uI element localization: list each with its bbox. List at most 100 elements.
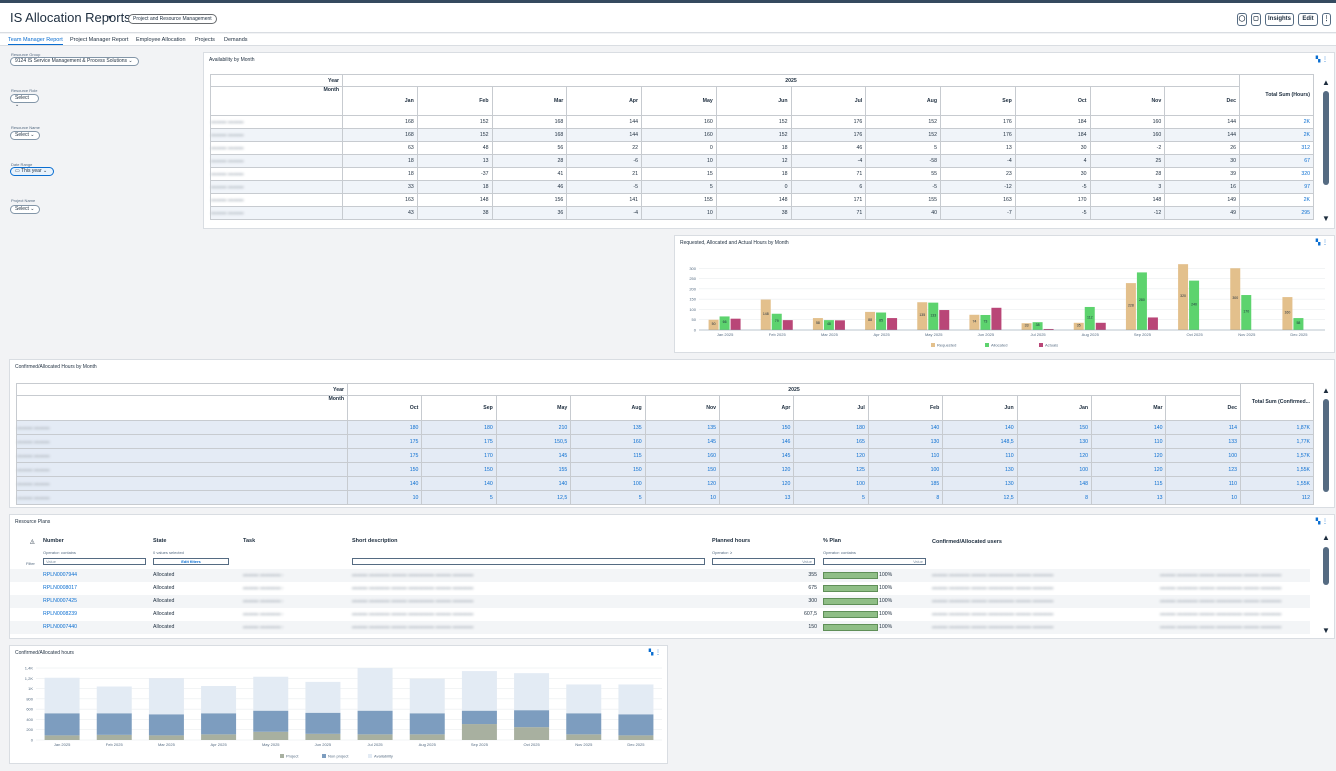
value-cell[interactable]: 110: [867, 448, 944, 463]
bar-allocated[interactable]: [1241, 295, 1252, 330]
value-cell[interactable]: 144: [1164, 128, 1240, 142]
value-cell[interactable]: 160: [641, 128, 717, 142]
bar-actuals[interactable]: [991, 307, 1002, 330]
value-cell[interactable]: 115: [570, 448, 646, 463]
page-title[interactable]: IS Allocation Reports: [10, 10, 131, 25]
bar-requested[interactable]: [865, 311, 876, 330]
value-cell[interactable]: 13: [416, 154, 493, 168]
tab-employee-allocation[interactable]: Employee Allocation: [136, 37, 186, 43]
bar-non-project[interactable]: [253, 710, 289, 732]
plan-number-link[interactable]: RPLN0007944: [43, 572, 78, 578]
value-cell[interactable]: 120: [719, 476, 795, 491]
month-header[interactable]: Nov: [1089, 86, 1166, 116]
bar-requested[interactable]: [708, 319, 719, 330]
value-cell[interactable]: 16: [1164, 180, 1240, 194]
plan-number-link[interactable]: RPLN0007425: [43, 598, 78, 604]
value-cell[interactable]: 130: [1016, 434, 1093, 449]
month-header[interactable]: Sep: [421, 395, 497, 421]
value-cell[interactable]: 155: [641, 193, 717, 207]
col-state[interactable]: State: [153, 538, 167, 544]
scroll-thumb[interactable]: [1323, 547, 1329, 585]
value-cell[interactable]: -2: [1089, 141, 1166, 155]
value-cell[interactable]: 148: [1016, 476, 1093, 491]
value-cell[interactable]: 13: [719, 490, 795, 505]
bar-allocated[interactable]: [771, 313, 782, 330]
edit-button[interactable]: Edit: [1298, 13, 1318, 26]
value-cell[interactable]: 46: [790, 141, 867, 155]
list-item[interactable]: RPLN0007944 Allocated ▬▬▬ ▬▬▬▬ ▬▬▬ ▬▬▬▬ ▬ ▬…: [10, 569, 1310, 582]
scrollbar[interactable]: ▲ ▼: [1322, 78, 1330, 223]
value-cell[interactable]: 155: [495, 462, 572, 477]
total-cell[interactable]: 1,55K: [1240, 462, 1314, 477]
value-cell[interactable]: 148,5: [942, 434, 1018, 449]
bar-non-project[interactable]: [305, 712, 341, 734]
month-header[interactable]: Jul: [793, 395, 869, 421]
bar-project[interactable]: [566, 734, 602, 740]
value-cell[interactable]: 100: [570, 476, 646, 491]
tab-projects[interactable]: Projects: [195, 37, 215, 43]
bar-allocated[interactable]: [1032, 322, 1043, 330]
bar-requested[interactable]: [760, 299, 771, 330]
value-cell[interactable]: 148: [416, 193, 493, 207]
value-cell[interactable]: -5: [865, 180, 941, 194]
total-cell[interactable]: 320: [1239, 167, 1314, 181]
bar-requested[interactable]: [1125, 283, 1136, 330]
bar-allocated[interactable]: [823, 320, 834, 330]
value-cell[interactable]: 141: [566, 193, 642, 207]
value-cell[interactable]: 18: [342, 154, 418, 168]
planned-filter-input[interactable]: Value: [712, 558, 815, 565]
bar-non-project[interactable]: [357, 710, 393, 735]
bar-allocated[interactable]: [1293, 318, 1304, 330]
bar-project[interactable]: [618, 735, 654, 740]
bar-allocated[interactable]: [1084, 306, 1095, 330]
value-cell[interactable]: 120: [1091, 448, 1167, 463]
total-cell[interactable]: 2K: [1239, 115, 1314, 129]
value-cell[interactable]: 21: [566, 167, 642, 181]
value-cell[interactable]: 38: [715, 206, 792, 220]
month-header[interactable]: Apr: [566, 86, 642, 116]
month-header[interactable]: Dec: [1164, 86, 1240, 116]
month-header[interactable]: Apr: [719, 395, 795, 421]
value-cell[interactable]: 120: [1016, 448, 1093, 463]
value-cell[interactable]: 130: [867, 434, 944, 449]
scrollbar[interactable]: ▲ ▼: [1322, 533, 1330, 635]
table-row[interactable]: ▬▬▬ ▬▬▬ 180 180 210 135 135 150 180 140 140 150 140…: [16, 420, 1314, 435]
value-cell[interactable]: 5: [421, 490, 497, 505]
table-row[interactable]: ▬▬▬ ▬▬▬ 140 140 140 100 120 120 100 185 130 148 115…: [16, 476, 1314, 491]
value-cell[interactable]: 18: [342, 167, 418, 181]
bar-project[interactable]: [96, 734, 132, 740]
value-cell[interactable]: 150: [421, 462, 497, 477]
share-icon[interactable]: ◯: [1237, 13, 1247, 26]
month-header[interactable]: Oct: [346, 395, 423, 421]
bar-project[interactable]: [514, 727, 550, 740]
value-cell[interactable]: 140: [421, 476, 497, 491]
bar-project[interactable]: [44, 735, 80, 740]
value-cell[interactable]: 140: [495, 476, 572, 491]
bar-requested[interactable]: [1230, 268, 1241, 330]
value-cell[interactable]: 12,5: [942, 490, 1018, 505]
value-cell[interactable]: 22: [566, 141, 642, 155]
filter-icon[interactable]: ▢: [1251, 13, 1261, 26]
table-row[interactable]: ▬▬▬ ▬▬▬ 163 148 156 141 155 148 171 155 163 170 148…: [210, 193, 1314, 207]
value-cell[interactable]: 5: [570, 490, 646, 505]
bar-allocated[interactable]: [980, 314, 991, 330]
total-cell[interactable]: 295: [1239, 206, 1314, 220]
total-cell[interactable]: 2K: [1239, 128, 1314, 142]
value-cell[interactable]: 180: [421, 420, 497, 435]
value-cell[interactable]: 100: [867, 462, 944, 477]
bar-allocated[interactable]: [876, 312, 887, 330]
total-cell[interactable]: 1,55K: [1240, 476, 1314, 491]
scroll-down-icon[interactable]: ▼: [1322, 214, 1330, 223]
total-cell[interactable]: 1,87K: [1240, 420, 1314, 435]
value-cell[interactable]: 149: [1164, 193, 1240, 207]
scroll-thumb[interactable]: [1323, 91, 1329, 185]
value-cell[interactable]: 156: [491, 193, 568, 207]
tab-team-manager-report[interactable]: Team Manager Report: [8, 37, 63, 45]
scroll-down-icon[interactable]: ▼: [1322, 626, 1330, 635]
total-header[interactable]: Total Sum (Hours): [1239, 74, 1314, 116]
bar-availability[interactable]: [44, 677, 80, 714]
month-header[interactable]: Aug: [570, 395, 646, 421]
value-cell[interactable]: 170: [421, 448, 497, 463]
value-cell[interactable]: -4: [940, 154, 1016, 168]
value-cell[interactable]: 5: [641, 180, 717, 194]
